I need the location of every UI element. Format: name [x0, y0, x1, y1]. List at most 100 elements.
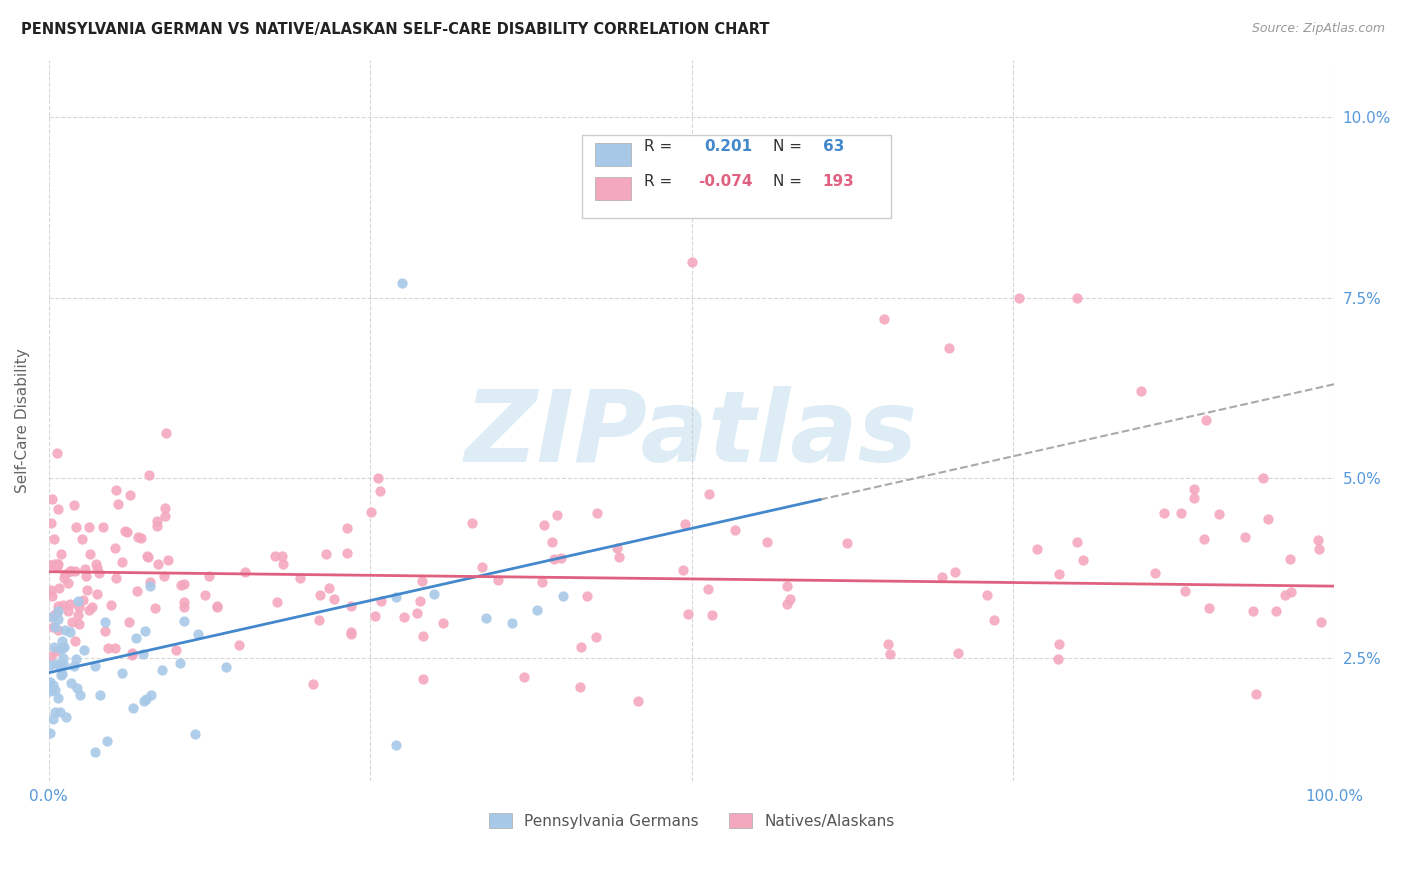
- Point: [946, 646, 969, 660]
- Point: [79, 547, 101, 561]
- Point: [676, 607, 699, 622]
- Point: [1066, 291, 1088, 305]
- Point: [107, 497, 129, 511]
- Point: [607, 550, 630, 565]
- Point: [66, 681, 89, 695]
- Point: [55, 566, 77, 581]
- Point: [41, 610, 63, 624]
- Point: [53, 640, 76, 655]
- Point: [1047, 567, 1070, 582]
- Point: [1195, 413, 1218, 427]
- Point: [1008, 291, 1031, 305]
- Point: [138, 468, 160, 483]
- Point: [541, 535, 564, 549]
- Point: [197, 569, 219, 583]
- Point: [173, 614, 195, 628]
- Point: [364, 608, 387, 623]
- Point: [1066, 534, 1088, 549]
- Point: [336, 521, 359, 535]
- Point: [104, 483, 127, 497]
- Point: [46, 559, 69, 574]
- Point: [155, 509, 177, 524]
- Point: [153, 569, 176, 583]
- Point: [44, 620, 66, 634]
- Point: [461, 516, 484, 530]
- Point: [315, 547, 337, 561]
- Point: [391, 276, 413, 290]
- Point: [62, 659, 84, 673]
- Point: [63, 565, 86, 579]
- Point: [412, 672, 434, 686]
- Point: [86, 561, 108, 575]
- Point: [67, 617, 90, 632]
- Legend: Pennsylvania Germans, Natives/Alaskans: Pennsylvania Germans, Natives/Alaskans: [482, 807, 900, 835]
- Point: [49, 641, 72, 656]
- Point: [93, 624, 115, 639]
- Point: [45, 657, 67, 672]
- Point: [673, 517, 696, 532]
- Point: [187, 627, 209, 641]
- Point: [724, 523, 747, 537]
- Point: [39, 558, 62, 572]
- Point: [779, 591, 801, 606]
- Point: [51, 640, 73, 655]
- Point: [406, 606, 429, 620]
- Point: [104, 640, 127, 655]
- Point: [288, 571, 311, 585]
- Point: [65, 633, 87, 648]
- Point: [51, 667, 73, 681]
- Point: [39, 684, 62, 698]
- Point: [51, 634, 73, 648]
- Point: [1025, 541, 1047, 556]
- Point: [486, 573, 509, 587]
- Point: [139, 574, 162, 589]
- Point: [129, 531, 152, 545]
- Point: [87, 566, 110, 580]
- Point: [571, 640, 593, 654]
- Point: [501, 615, 523, 630]
- Point: [1208, 507, 1230, 521]
- Point: [627, 694, 650, 708]
- Point: [46, 599, 69, 614]
- Point: [543, 552, 565, 566]
- Point: [39, 516, 62, 530]
- Point: [51, 668, 73, 682]
- Point: [110, 556, 132, 570]
- Point: [139, 580, 162, 594]
- Point: [132, 693, 155, 707]
- Point: [370, 593, 392, 607]
- Text: -0.074: -0.074: [697, 174, 752, 189]
- Point: [1170, 506, 1192, 520]
- Point: [423, 587, 446, 601]
- Point: [943, 566, 966, 580]
- Point: [1174, 583, 1197, 598]
- Point: [97, 640, 120, 655]
- Point: [336, 546, 359, 560]
- Point: [75, 569, 97, 583]
- Point: [46, 690, 69, 705]
- Text: R =: R =: [644, 139, 672, 154]
- Point: [42, 608, 65, 623]
- Point: [46, 558, 69, 572]
- Point: [104, 570, 127, 584]
- Point: [111, 665, 134, 680]
- Point: [696, 582, 718, 597]
- Point: [80, 600, 103, 615]
- Point: [59, 676, 82, 690]
- Point: [183, 727, 205, 741]
- Point: [53, 571, 76, 585]
- Point: [1274, 588, 1296, 602]
- Point: [531, 575, 554, 590]
- Point: [340, 627, 363, 641]
- Point: [39, 674, 62, 689]
- Point: [100, 598, 122, 612]
- Point: [938, 341, 960, 355]
- Point: [385, 590, 408, 604]
- Point: [63, 499, 86, 513]
- Point: [976, 589, 998, 603]
- Point: [73, 643, 96, 657]
- Point: [72, 593, 94, 607]
- Point: [121, 646, 143, 660]
- Point: [173, 599, 195, 614]
- Point: [1251, 471, 1274, 485]
